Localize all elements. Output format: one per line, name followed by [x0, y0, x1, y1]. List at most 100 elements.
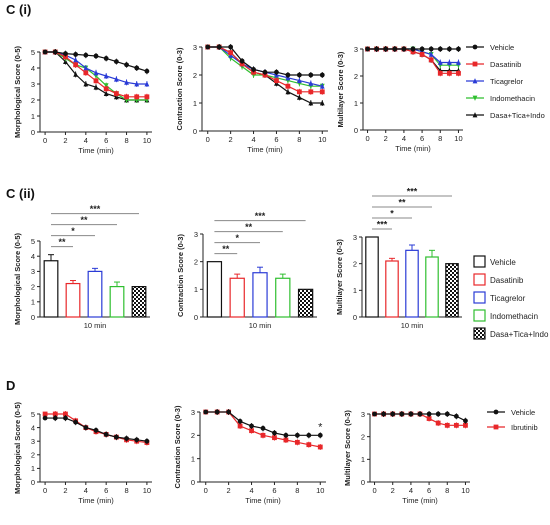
significance-label: **	[245, 222, 253, 232]
legend-marker	[493, 409, 499, 415]
chart-ci-contr: 0 1 2 3 Contraction Score (0-3) 0 2 4 6 8 10 Time (…	[175, 43, 328, 154]
data-point	[283, 432, 289, 438]
y-tick-label: 1	[354, 99, 358, 108]
y-axis-label: Morphological Score (0-5)	[13, 45, 22, 138]
series-line	[205, 411, 321, 436]
chart-ci-multi: 0 1 2 3 Multilayer Score (0-3) 0 2 4 6 8 10 Time (m…	[336, 45, 463, 153]
x-tick-label: 6	[274, 135, 278, 144]
y-tick-label: 3	[191, 408, 195, 417]
data-point	[93, 69, 99, 76]
significance-label: ***	[377, 220, 388, 230]
y-tick-label: 3	[354, 45, 358, 54]
x-tick-label: 4	[402, 134, 406, 143]
y-axis-label: Multilayer Score (0-3)	[335, 239, 344, 315]
significance-label: **	[398, 198, 406, 208]
y-tick-label: 2	[353, 259, 357, 268]
series-vehicle	[365, 46, 461, 52]
data-point	[144, 68, 150, 74]
data-point	[410, 46, 416, 52]
data-point	[260, 425, 266, 431]
x-tick-label: 6	[420, 134, 424, 143]
x-axis-label: Time (min)	[245, 496, 281, 505]
data-point	[124, 62, 129, 68]
data-point	[103, 432, 109, 437]
bar-vehicle	[43, 260, 59, 318]
x-axis-label: Time (min)	[402, 496, 438, 505]
data-point	[226, 409, 232, 415]
data-point	[83, 52, 89, 58]
x-axis-label: Time (min)	[78, 146, 114, 155]
legend-label: Ibrutinib	[511, 423, 538, 432]
data-point	[134, 65, 140, 71]
series-line	[207, 46, 323, 87]
data-point	[456, 46, 461, 52]
y-tick-label: 0	[193, 127, 197, 136]
x-tick-label: 10	[316, 486, 324, 495]
y-tick-label: 1	[194, 285, 198, 294]
y-tick-label: 1	[31, 112, 35, 121]
y-tick-label: 3	[31, 267, 35, 276]
y-tick-label: 5	[31, 237, 35, 246]
x-tick-label: 6	[272, 486, 276, 495]
y-tick-label: 2	[31, 96, 35, 105]
data-point	[374, 46, 380, 52]
legend-label: Vehicle	[490, 258, 516, 267]
data-point	[274, 78, 279, 83]
data-point	[456, 59, 461, 65]
y-axis-label: Morphological Score (0-5)	[13, 232, 22, 325]
data-point	[228, 50, 234, 55]
data-point	[399, 411, 405, 417]
data-point	[365, 46, 370, 52]
bar-ticagrelor	[252, 272, 268, 318]
section-label-d: D	[6, 378, 16, 393]
data-point	[63, 415, 68, 421]
y-tick-label: 1	[361, 455, 365, 464]
x-tick-label: 0	[372, 486, 376, 495]
y-tick-label: 4	[31, 64, 35, 73]
y-tick-label: 0	[361, 478, 365, 487]
data-point	[446, 59, 452, 65]
data-point	[124, 94, 129, 100]
x-tick-label: 4	[84, 136, 88, 145]
data-point	[294, 439, 300, 445]
data-point	[52, 49, 58, 55]
bar-dasa-tica-indo	[297, 288, 314, 318]
legend-swatch	[473, 327, 486, 340]
x-tick-label: 0	[43, 136, 47, 145]
legend-marker	[472, 44, 478, 50]
y-tick-label: 3	[31, 80, 35, 89]
data-point	[63, 411, 68, 417]
data-point	[317, 432, 323, 438]
legend-swatch	[473, 309, 486, 322]
data-point	[73, 57, 79, 63]
legend-swatch	[473, 255, 486, 268]
x-tick-label: 8	[124, 486, 128, 495]
bar-indomethacin	[109, 286, 125, 318]
data-point	[285, 88, 291, 95]
y-axis-label: Multilayer Score (0-3)	[343, 410, 352, 486]
data-point	[417, 411, 423, 417]
data-point	[308, 89, 314, 95]
chart-d-morph: 0 1 2 3 4 5 Morphological Score (0-5) 0 2 4 6 8 10 Ti…	[13, 401, 152, 505]
x-axis-label: 10 min	[249, 321, 272, 330]
significance-label: *	[235, 233, 239, 243]
x-tick-label: 0	[365, 134, 369, 143]
legend-cii: Vehicle Dasatinib Ticagrelor Indomethacin Da…	[473, 255, 549, 340]
data-point	[93, 427, 99, 433]
significance-label: ***	[255, 211, 266, 221]
legend-marker	[472, 61, 478, 67]
data-point	[113, 59, 119, 64]
data-point	[205, 44, 211, 50]
bar-indomethacin	[275, 277, 291, 318]
data-point	[113, 434, 119, 440]
series-dasatinib	[42, 49, 150, 100]
data-point	[52, 415, 58, 421]
legend-label: Vehicle	[490, 43, 514, 52]
x-tick-label: 2	[227, 486, 231, 495]
data-point	[52, 411, 58, 417]
data-point	[296, 72, 302, 78]
y-tick-label: 2	[191, 431, 195, 440]
y-tick-label: 3	[193, 43, 197, 52]
